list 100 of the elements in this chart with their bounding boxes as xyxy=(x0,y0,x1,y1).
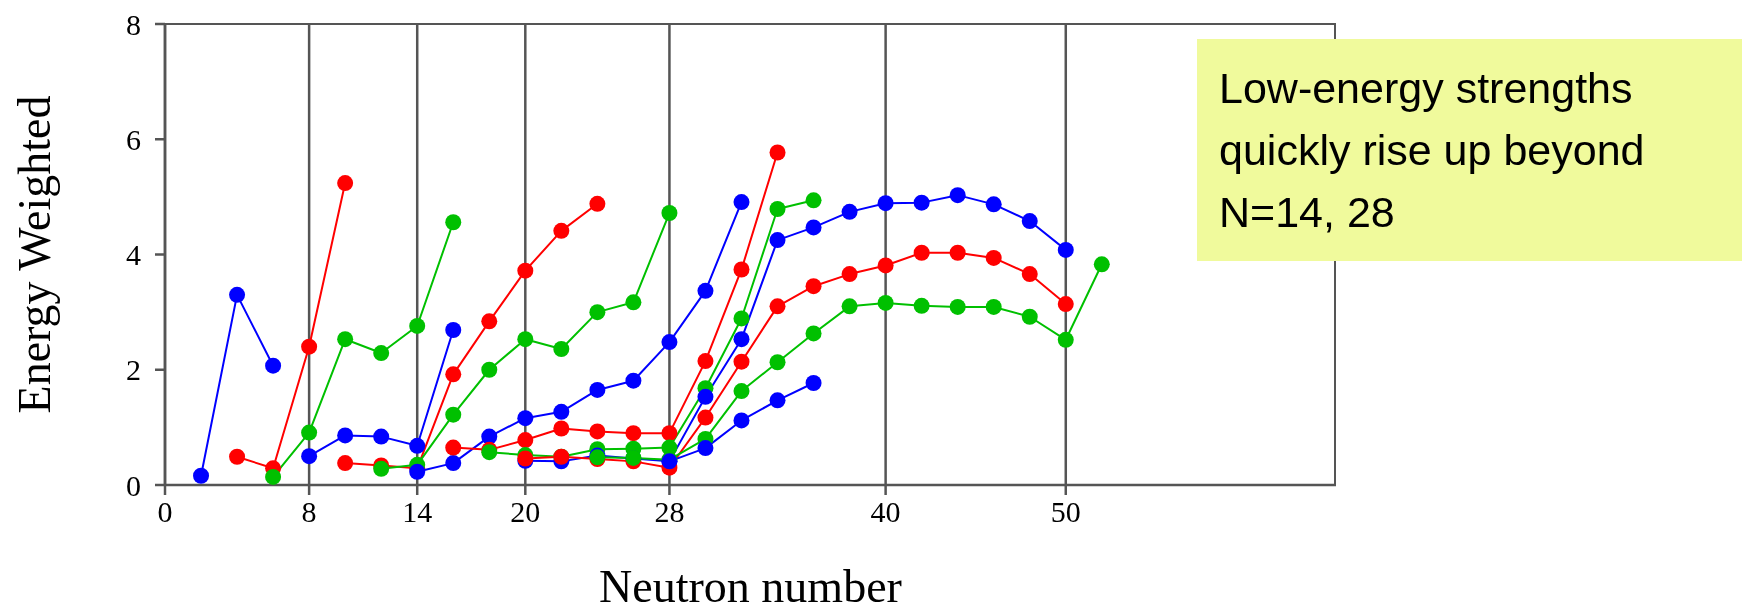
point xyxy=(697,388,714,405)
point xyxy=(337,331,354,348)
point xyxy=(445,366,462,383)
point xyxy=(805,325,822,342)
point xyxy=(1021,308,1038,325)
point xyxy=(697,353,714,370)
point xyxy=(445,214,462,231)
point xyxy=(517,262,534,279)
point xyxy=(193,467,210,484)
point xyxy=(301,338,318,355)
point xyxy=(337,175,354,192)
point xyxy=(589,423,606,440)
point xyxy=(481,313,498,330)
point xyxy=(409,437,426,454)
x-tick-label: 0 xyxy=(157,495,173,529)
point xyxy=(517,331,534,348)
point xyxy=(229,286,246,303)
point xyxy=(1057,241,1074,258)
point xyxy=(589,195,606,212)
point xyxy=(733,353,750,370)
point xyxy=(1021,266,1038,283)
point xyxy=(733,383,750,400)
point xyxy=(949,244,966,261)
point xyxy=(445,321,462,338)
point xyxy=(913,244,930,261)
point xyxy=(229,448,246,465)
x-tick-label: 14 xyxy=(402,495,433,529)
point xyxy=(877,257,894,274)
y-tick-label: 4 xyxy=(126,238,141,272)
point xyxy=(481,428,498,445)
point xyxy=(877,294,894,311)
point xyxy=(985,196,1002,213)
point xyxy=(517,432,534,449)
point xyxy=(661,334,678,351)
point xyxy=(733,194,750,211)
point xyxy=(265,468,282,485)
point xyxy=(697,409,714,426)
point xyxy=(769,392,786,409)
point xyxy=(553,222,570,239)
point xyxy=(733,331,750,348)
point xyxy=(841,266,858,283)
point xyxy=(913,297,930,314)
y-tick-label: 6 xyxy=(126,122,141,156)
point xyxy=(733,310,750,327)
point xyxy=(769,232,786,249)
point xyxy=(625,294,642,311)
point xyxy=(1057,331,1074,348)
x-tick-label: 40 xyxy=(870,495,901,529)
y-tick-label: 0 xyxy=(126,468,141,502)
point xyxy=(769,354,786,371)
point xyxy=(409,317,426,334)
point xyxy=(1093,256,1110,273)
point xyxy=(805,192,822,209)
point xyxy=(841,203,858,220)
point xyxy=(337,427,354,444)
point xyxy=(913,194,930,211)
point xyxy=(337,455,354,472)
point xyxy=(661,425,678,442)
point xyxy=(733,261,750,278)
point xyxy=(553,341,570,358)
x-tick-label: 50 xyxy=(1050,495,1081,529)
y-axis-title: Energy Weighted xyxy=(9,95,61,414)
point xyxy=(1021,213,1038,230)
point xyxy=(805,375,822,391)
point xyxy=(985,298,1002,315)
point xyxy=(445,439,462,456)
point xyxy=(985,249,1002,266)
point xyxy=(373,428,390,445)
point xyxy=(553,420,570,437)
point xyxy=(841,298,858,315)
point xyxy=(805,219,822,236)
point xyxy=(733,412,750,429)
y-tick-label: 8 xyxy=(126,7,141,41)
point xyxy=(301,448,318,465)
point xyxy=(265,357,282,374)
x-tick-label: 8 xyxy=(301,495,317,529)
point xyxy=(625,372,642,389)
point xyxy=(877,195,894,212)
point xyxy=(301,424,318,441)
point xyxy=(697,282,714,299)
point xyxy=(517,410,534,427)
point xyxy=(949,187,966,204)
point xyxy=(949,298,966,315)
x-tick-label: 28 xyxy=(654,495,685,529)
point xyxy=(445,455,462,472)
point xyxy=(589,304,606,321)
point xyxy=(769,298,786,315)
point xyxy=(1057,296,1074,313)
point xyxy=(553,403,570,420)
point xyxy=(769,144,786,161)
x-tick-label: 20 xyxy=(510,495,541,529)
point xyxy=(481,361,498,378)
point xyxy=(625,425,642,442)
point xyxy=(697,440,714,457)
y-tick-label: 2 xyxy=(126,353,141,387)
point xyxy=(373,345,390,362)
x-axis-title: Neutron number xyxy=(599,561,902,612)
point xyxy=(445,406,462,423)
point xyxy=(769,200,786,217)
point xyxy=(805,278,822,295)
